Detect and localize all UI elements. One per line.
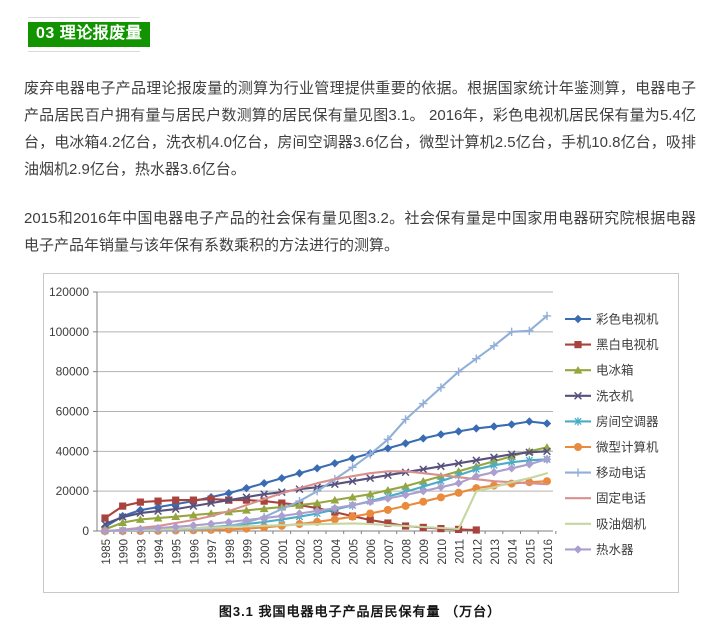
legend-item: 电冰箱 <box>565 363 634 378</box>
x-axis: 1985 1990 1993 1994 1995 1996 1997 1998 1999 2000… <box>101 531 557 565</box>
x-axis-tick-label: 1993 <box>136 539 148 565</box>
legend-label: 电冰箱 <box>596 363 634 378</box>
x-axis-tick-label: 2004 <box>331 538 343 564</box>
article-page: 03 理论报废量 废弃电器电子产品理论报废量的测算为行业管理提供重要的依据。根据… <box>0 17 720 620</box>
legend-label: 房间空调器 <box>596 414 659 429</box>
x-axis-tick-label: 1997 <box>207 539 219 565</box>
ownership-line-chart: 0 20000 40000 60000 80000 100000 120000 1985 199… <box>49 285 659 565</box>
legend-item: 洗衣机 <box>565 388 634 403</box>
x-axis-tick-label: 1998 <box>225 539 237 565</box>
x-axis-tick-label: 2013 <box>490 539 502 565</box>
legend-label: 黑白电视机 <box>596 337 659 352</box>
x-axis-tick-label: 2015 <box>525 539 537 565</box>
y-axis-tick-label: 80000 <box>56 365 90 379</box>
series-line <box>103 470 549 533</box>
paragraph-social-ownership: 2015和2016年中国电器电子产品的社会保有量见图3.2。社会保有量是中国家用… <box>24 210 696 254</box>
x-axis-tick-label: 1985 <box>101 539 113 565</box>
legend-item: 吸油烟机 <box>565 517 647 531</box>
x-axis-tick-label: 2011 <box>455 539 467 564</box>
chart-legend: 彩色电视机黑白电视机电冰箱洗衣机房间空调器微型计算机移动电话固定电话吸油烟机热水… <box>565 312 659 557</box>
x-axis-tick-label: 2010 <box>437 539 449 565</box>
x-axis-tick-label: 1999 <box>242 539 254 565</box>
legend-label: 洗衣机 <box>596 388 634 403</box>
series-line <box>103 472 549 533</box>
legend-item: 固定电话 <box>565 491 646 506</box>
x-axis-tick-label: 2016 <box>543 539 555 565</box>
x-axis-tick-label: 2008 <box>402 539 414 565</box>
y-axis-tick-label: 40000 <box>56 444 90 458</box>
y-axis-tick-label: 0 <box>82 524 89 538</box>
legend-item: 房间空调器 <box>565 414 659 429</box>
y-axis-tick-label: 120000 <box>49 285 89 299</box>
x-axis-tick-label: 2009 <box>419 539 431 565</box>
x-axis-tick-label: 1990 <box>119 539 131 565</box>
x-axis-tick-label: 1995 <box>172 539 184 565</box>
legend-item: 彩色电视机 <box>565 312 659 327</box>
x-axis-tick-label: 1994 <box>154 538 166 564</box>
figure-caption: 图3.1 我国电器电子产品居民保有量 （万台） <box>218 604 502 619</box>
x-axis-tick-label: 2001 <box>278 539 290 565</box>
divider-line <box>28 51 140 52</box>
legend-label: 彩色电视机 <box>596 312 659 327</box>
y-axis-tick-label: 100000 <box>49 325 89 339</box>
x-axis-tick-label: 2002 <box>295 539 307 565</box>
x-axis-tick-label: 2007 <box>384 539 396 565</box>
legend-item: 热水器 <box>565 543 634 557</box>
divider-line <box>28 17 140 18</box>
x-axis-tick-label: 2005 <box>349 539 361 565</box>
legend-label: 移动电话 <box>596 466 646 480</box>
legend-item: 微型计算机 <box>565 440 659 455</box>
x-axis-tick-label: 2003 <box>313 539 325 565</box>
y-axis-tick-label: 20000 <box>56 484 90 498</box>
section-title: 03 理论报废量 <box>28 22 151 47</box>
x-axis-tick-label: 2014 <box>508 538 520 564</box>
legend-item: 移动电话 <box>565 466 646 480</box>
legend-label: 固定电话 <box>596 491 646 506</box>
legend-label: 微型计算机 <box>596 440 659 455</box>
paragraph-household-ownership: 废弃电器电子产品理论报废量的测算为行业管理提供重要的依据。根据国家统计年鉴测算，… <box>24 80 696 178</box>
x-axis-tick-label: 2006 <box>366 539 378 565</box>
y-axis-tick-label: 60000 <box>56 405 90 419</box>
x-axis-tick-label: 1996 <box>189 539 201 565</box>
figure-3-1: 0 20000 40000 60000 80000 100000 120000 1985 199… <box>43 273 679 593</box>
legend-label: 热水器 <box>596 543 634 557</box>
chart-gridlines: 0 20000 40000 60000 80000 100000 120000 <box>49 285 553 538</box>
x-axis-tick-label: 2000 <box>260 539 272 565</box>
legend-label: 吸油烟机 <box>596 517 647 531</box>
legend-item: 黑白电视机 <box>565 337 659 352</box>
x-axis-tick-label: 2012 <box>472 539 484 565</box>
